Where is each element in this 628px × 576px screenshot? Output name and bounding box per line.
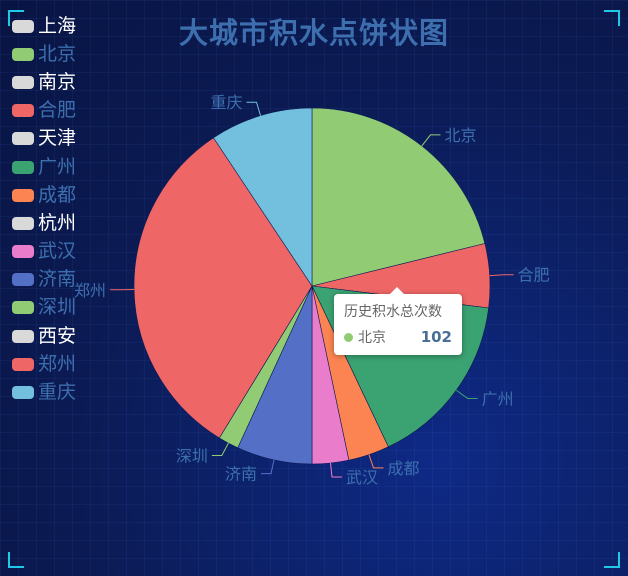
tooltip-row: 北京 102 [344, 327, 452, 347]
slice-label-line [421, 134, 441, 147]
legend-item[interactable]: 郑州 [12, 350, 76, 378]
legend-item[interactable]: 济南 [12, 266, 76, 294]
legend-item[interactable]: 北京 [12, 40, 76, 68]
legend-label: 成都 [38, 183, 77, 206]
slice-label: 北京 [444, 126, 476, 145]
chart-title: 大城市积水点饼状图 [178, 16, 449, 50]
legend-item[interactable]: 合肥 [12, 97, 76, 125]
legend-label: 北京 [38, 42, 77, 65]
legend-swatch [12, 104, 34, 118]
tooltip-value: 102 [420, 328, 452, 346]
legend-swatch [12, 273, 34, 287]
slice-label-line [211, 442, 229, 457]
legend: 上海北京南京合肥天津广州成都杭州武汉济南深圳西安郑州重庆 [12, 12, 76, 407]
tooltip-color-dot [344, 332, 353, 342]
legend-item[interactable]: 成都 [12, 181, 76, 209]
corner-decoration-bottom-left [8, 552, 24, 568]
legend-swatch [12, 216, 34, 230]
legend-item[interactable]: 广州 [12, 153, 76, 181]
legend-item[interactable]: 天津 [12, 125, 76, 153]
legend-swatch [12, 75, 34, 89]
slice-label: 济南 [225, 465, 257, 484]
legend-label: 武汉 [38, 240, 77, 263]
legend-swatch [12, 188, 34, 202]
slice-label-line [455, 389, 478, 399]
slice-label-line [489, 274, 514, 277]
legend-label: 西安 [38, 324, 77, 347]
slice-label: 郑州 [74, 281, 106, 300]
legend-item[interactable]: 深圳 [12, 294, 76, 322]
tooltip: 历史积水总次数 北京 102 [334, 287, 462, 355]
legend-label: 天津 [38, 127, 77, 150]
slice-label-line [246, 101, 262, 116]
slice-label: 武汉 [346, 468, 378, 487]
slice-label-line [330, 462, 342, 478]
legend-swatch [12, 47, 34, 61]
legend-item[interactable]: 重庆 [12, 378, 76, 406]
slice-label: 合肥 [518, 266, 550, 285]
legend-label: 上海 [38, 14, 77, 37]
slice-label-line [368, 454, 384, 469]
legend-label: 济南 [38, 268, 77, 291]
pie-slice[interactable] [133, 137, 313, 439]
legend-label: 深圳 [38, 296, 77, 319]
legend-item[interactable]: 西安 [12, 322, 76, 350]
legend-swatch [12, 386, 34, 400]
legend-label: 南京 [38, 70, 77, 93]
tooltip-title: 历史积水总次数 [344, 304, 442, 320]
legend-item[interactable]: 上海 [12, 12, 76, 40]
legend-label: 广州 [38, 155, 77, 178]
slice-label: 重庆 [210, 93, 242, 112]
corner-decoration-top-left [8, 10, 24, 26]
legend-label: 杭州 [38, 211, 77, 234]
corner-decoration-bottom-right [604, 552, 620, 568]
legend-swatch [12, 160, 34, 174]
legend-item[interactable]: 武汉 [12, 238, 76, 266]
tooltip-series-name: 北京 [358, 330, 386, 346]
legend-label: 郑州 [38, 352, 77, 375]
legend-item[interactable]: 杭州 [12, 209, 76, 237]
slice-label-line [261, 459, 275, 475]
slice-label: 成都 [387, 459, 419, 478]
legend-item[interactable]: 南京 [12, 68, 76, 96]
corner-decoration-top-right [604, 10, 620, 26]
legend-label: 重庆 [38, 381, 77, 404]
legend-swatch [12, 357, 34, 371]
legend-swatch [12, 329, 34, 343]
legend-swatch [12, 132, 34, 146]
slice-label: 广州 [482, 389, 514, 408]
legend-swatch [12, 245, 34, 259]
legend-swatch [12, 301, 34, 315]
legend-label: 合肥 [38, 99, 77, 122]
legend-swatch [12, 19, 34, 33]
pie-slice[interactable] [213, 107, 313, 287]
slice-label: 深圳 [176, 447, 208, 466]
